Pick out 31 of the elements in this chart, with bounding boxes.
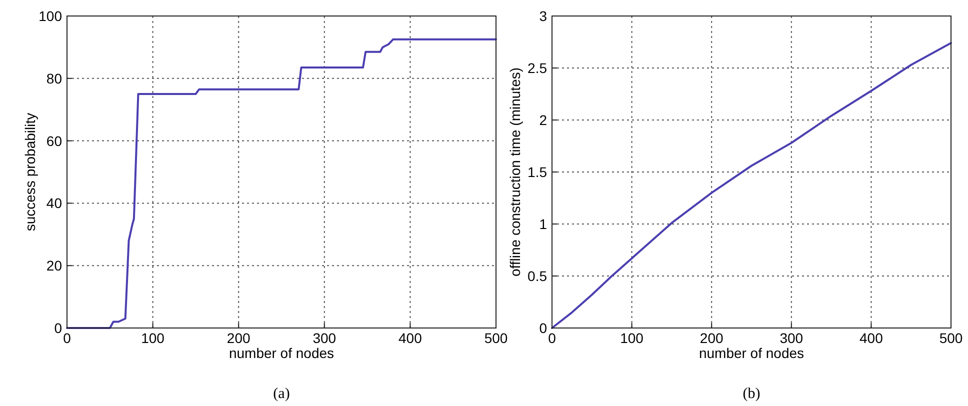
y-tick-label: 1	[539, 216, 548, 232]
x-tick-label: 100	[141, 330, 165, 346]
y-axis-title: offline construction time (minutes)	[507, 67, 523, 277]
x-tick-label: 200	[226, 330, 250, 346]
y-tick-label: 100	[38, 8, 62, 24]
y-tick-label: 0	[54, 320, 62, 336]
y-axis-title: success probability	[22, 112, 38, 232]
y-tick-label: 3	[539, 8, 548, 24]
x-axis-title: number of nodes	[228, 345, 334, 361]
x-tick-label: 200	[700, 330, 724, 346]
x-tick-label: 400	[398, 330, 422, 346]
text: (b)	[742, 386, 760, 402]
line-series	[551, 42, 952, 329]
line-series	[66, 38, 497, 329]
y-tick-label: 2	[539, 112, 548, 128]
y-tick-label: 0.5	[528, 268, 548, 284]
x-tick-label: 300	[780, 330, 804, 346]
x-tick-label: 400	[860, 330, 884, 346]
text: (a)	[273, 386, 290, 402]
x-axis-title: number of nodes	[698, 345, 804, 361]
x-tick-label: 500	[939, 330, 963, 346]
y-tick-label: 20	[46, 258, 62, 274]
x-tick-label: 100	[620, 330, 644, 346]
y-tick-label: 60	[46, 132, 62, 149]
x-tick-label: 300	[312, 330, 336, 346]
y-tick-label: 0	[539, 320, 548, 336]
y-tick-label: 40	[46, 195, 62, 212]
y-tick-label: 80	[46, 70, 62, 86]
x-tick-label: 500	[484, 330, 508, 346]
y-tick-label: 2.5	[528, 60, 548, 76]
y-tick-label: 1.5	[528, 164, 548, 180]
